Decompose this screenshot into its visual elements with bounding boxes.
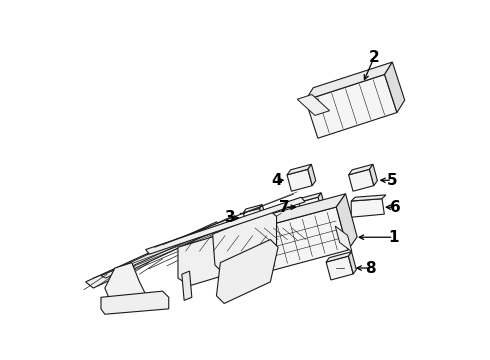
Text: 1: 1 <box>389 230 399 245</box>
Polygon shape <box>217 239 278 303</box>
Polygon shape <box>287 169 312 191</box>
Polygon shape <box>86 222 224 288</box>
Polygon shape <box>101 291 169 314</box>
Polygon shape <box>213 211 276 270</box>
Polygon shape <box>297 95 330 116</box>
Polygon shape <box>348 252 356 274</box>
Polygon shape <box>326 252 351 262</box>
Text: 3: 3 <box>225 211 236 225</box>
Polygon shape <box>299 197 322 217</box>
Polygon shape <box>369 164 377 186</box>
Polygon shape <box>260 204 266 223</box>
Polygon shape <box>105 263 147 303</box>
Polygon shape <box>101 216 237 278</box>
Polygon shape <box>254 207 348 272</box>
Polygon shape <box>146 197 305 254</box>
Polygon shape <box>178 236 228 286</box>
Polygon shape <box>351 199 384 217</box>
Polygon shape <box>182 271 192 300</box>
Polygon shape <box>305 75 397 138</box>
Polygon shape <box>318 193 325 212</box>
Text: 4: 4 <box>271 173 282 188</box>
Polygon shape <box>348 164 373 175</box>
Polygon shape <box>351 195 386 201</box>
Polygon shape <box>348 169 374 191</box>
Text: 5: 5 <box>387 173 397 188</box>
Polygon shape <box>243 204 262 213</box>
Polygon shape <box>243 208 264 228</box>
Polygon shape <box>305 62 392 100</box>
Polygon shape <box>336 194 357 250</box>
Polygon shape <box>287 164 311 175</box>
Text: 6: 6 <box>390 200 400 215</box>
Polygon shape <box>335 226 352 252</box>
Polygon shape <box>254 194 345 229</box>
Polygon shape <box>299 193 321 202</box>
Polygon shape <box>326 256 353 280</box>
Polygon shape <box>385 62 405 113</box>
Polygon shape <box>308 164 316 186</box>
Text: 2: 2 <box>369 50 380 64</box>
Polygon shape <box>256 247 272 273</box>
Text: 7: 7 <box>279 200 290 215</box>
Text: 8: 8 <box>365 261 376 275</box>
